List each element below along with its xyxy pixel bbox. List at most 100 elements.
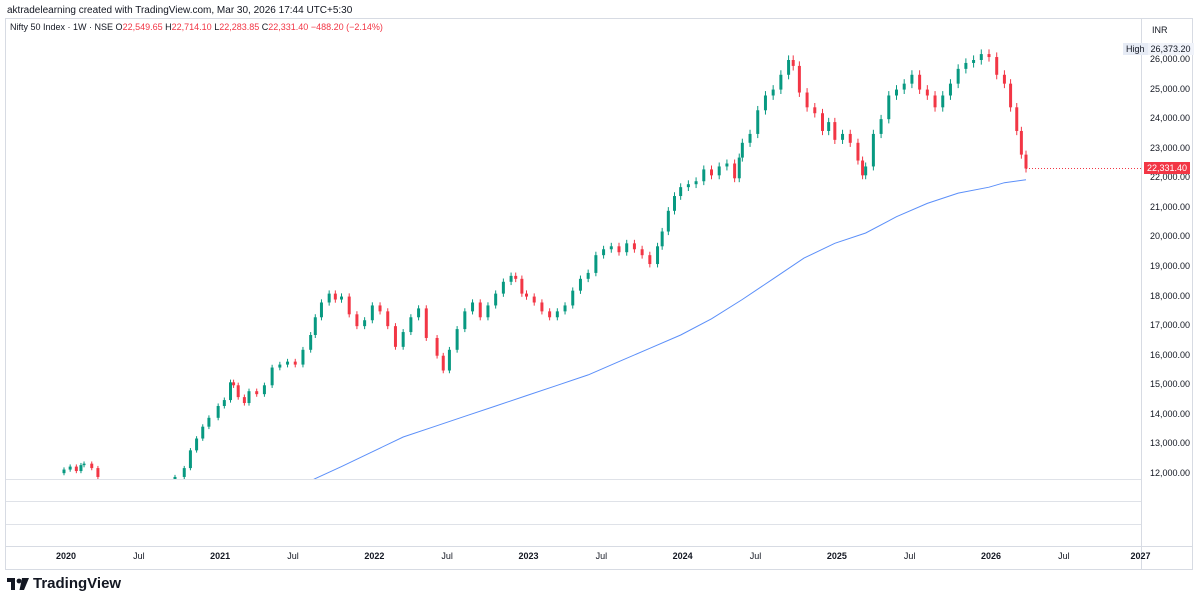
candle-body <box>355 314 359 327</box>
time-tick-label: Jul <box>133 551 145 561</box>
candle-body <box>864 166 868 176</box>
candle-body <box>441 355 445 371</box>
candle-body <box>756 110 760 134</box>
candle-body <box>666 210 670 232</box>
candle-body <box>813 107 817 114</box>
candle-body <box>656 246 660 265</box>
candle-body <box>740 142 744 158</box>
candle-body <box>791 60 795 66</box>
candle-body <box>702 169 706 182</box>
candle-body <box>640 249 644 256</box>
candle-body <box>956 68 960 84</box>
candle-body <box>933 95 937 108</box>
candle-body <box>509 275 513 282</box>
brand-name: TradingView <box>33 575 122 592</box>
candle-body <box>401 332 405 347</box>
candles-group <box>62 49 1028 479</box>
candle-body <box>848 133 852 143</box>
candle-body <box>895 89 898 96</box>
candle-body <box>540 302 544 312</box>
candle-body <box>68 466 72 470</box>
candle-body <box>571 290 575 306</box>
candle-body <box>62 469 66 474</box>
candle-body <box>563 305 567 312</box>
pane-separator[interactable] <box>6 479 1141 480</box>
candle-body <box>625 243 629 253</box>
candle-body <box>673 196 676 211</box>
candle-body <box>948 83 952 96</box>
candle-body <box>286 361 290 365</box>
candle-body <box>319 302 323 318</box>
candle-body <box>1019 130 1023 155</box>
candle-body <box>74 466 78 472</box>
open-value: 22,549.65 <box>122 22 163 32</box>
candle-body <box>548 311 552 318</box>
candle-body <box>748 133 752 143</box>
candle-body <box>478 302 482 318</box>
candle-body <box>525 293 528 297</box>
candle-body <box>270 367 274 386</box>
candle-body <box>841 133 845 140</box>
price-tick-label: 16,000.00 <box>1150 349 1191 360</box>
candle-body <box>370 305 374 321</box>
last-price-label: 22,331.40 <box>1144 162 1191 174</box>
candle-body <box>1002 74 1006 84</box>
time-tick-label: 2021 <box>210 551 231 561</box>
price-tick-label: 18,000.00 <box>1150 290 1191 301</box>
candle-body <box>771 89 775 96</box>
symbol-title[interactable]: Nifty 50 Index · 1W · NSE <box>10 22 114 32</box>
candle-body <box>910 74 914 84</box>
tradingview-logo[interactable]: TradingView <box>7 575 121 592</box>
price-tick-label: 13,000.00 <box>1150 438 1191 449</box>
candle-body <box>1015 107 1019 131</box>
ohlc-legend: Nifty 50 Index · 1W · NSE O22,549.65 H22… <box>10 22 383 32</box>
time-tick-label: 2027 <box>1130 551 1151 561</box>
candle-body <box>409 317 413 333</box>
currency-label[interactable]: INR <box>1152 25 1168 35</box>
time-tick-label: Jul <box>595 551 608 561</box>
time-tick-label: 2020 <box>56 551 77 561</box>
candle-body <box>301 349 305 365</box>
candle-body <box>737 157 741 179</box>
candle-body <box>725 163 729 167</box>
candle-body <box>987 54 991 58</box>
candle-body <box>182 468 186 477</box>
candle-body <box>879 119 883 134</box>
candle-body <box>827 122 831 131</box>
candle-body <box>941 95 945 108</box>
time-tick-label: 2025 <box>826 551 847 561</box>
candle-body <box>340 296 343 300</box>
time-tick-label: Jul <box>287 551 299 561</box>
candle-body <box>1009 83 1013 108</box>
candle-body <box>797 65 801 93</box>
time-tick-label: Jul <box>749 551 762 561</box>
tradingview-logo-icon <box>7 577 29 590</box>
candle-body <box>455 329 459 350</box>
candle-body <box>514 275 518 279</box>
candle-body <box>229 382 232 401</box>
candle-body <box>871 133 875 167</box>
close-value: 22,331.40 <box>268 22 309 32</box>
candle-body <box>717 166 721 176</box>
high-marker-value: 26,373.20 <box>1147 43 1194 55</box>
candle-body <box>609 246 613 250</box>
candle-body <box>363 320 367 327</box>
time-tick-label: 2026 <box>981 551 1002 561</box>
chart-frame <box>5 18 1193 570</box>
candle-body <box>393 326 397 347</box>
candle-body <box>333 293 337 300</box>
candle-body <box>787 60 791 75</box>
time-tick-label: 2022 <box>364 551 385 561</box>
candle-body <box>861 160 865 176</box>
pane-separator <box>6 501 1141 502</box>
candle-body <box>520 278 524 294</box>
candle-body <box>262 385 266 395</box>
candle-body <box>188 450 192 469</box>
price-tick-label: 25,000.00 <box>1150 83 1191 94</box>
moving-average-line <box>313 179 1027 479</box>
candle-body <box>424 308 428 338</box>
change-value: −488.20 (−2.14%) <box>310 22 383 32</box>
time-tick-label: Jul <box>903 551 916 561</box>
price-tick-label: 22,000.00 <box>1150 172 1191 183</box>
